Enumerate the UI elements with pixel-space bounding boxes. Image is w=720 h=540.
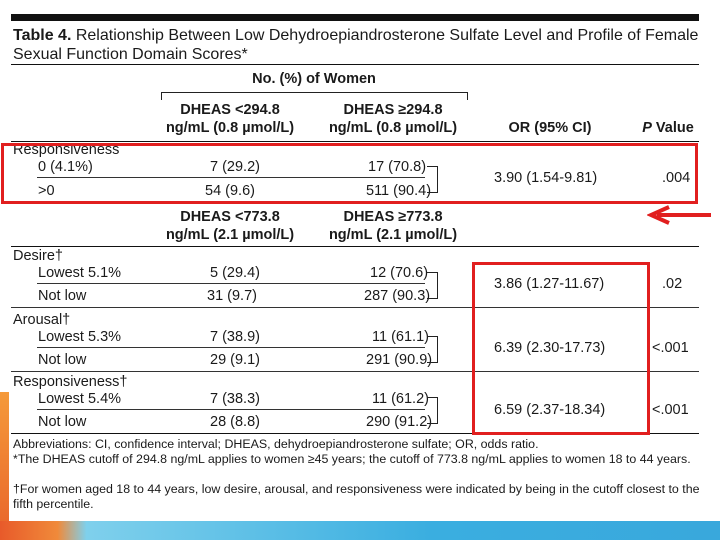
row-label: Lowest 5.3% xyxy=(38,329,122,345)
row-bracket xyxy=(427,397,438,424)
row-bracket xyxy=(427,272,438,299)
col-header-high-2: DHEAS ≥773.8 ng/mL (2.1 µmol/L) xyxy=(328,209,458,243)
or-header: OR (95% CI) xyxy=(508,120,592,136)
p-value: <.001 xyxy=(652,402,689,418)
col-header-low-2: DHEAS <773.8 ng/mL (2.1 µmol/L) xyxy=(165,209,295,243)
table-top-rule xyxy=(11,14,699,21)
cell-high: 11 (61.1) xyxy=(372,329,429,345)
cell-low: 31 (9.7) xyxy=(207,288,257,304)
group-divider xyxy=(11,307,699,308)
row-label: Not low xyxy=(38,288,87,304)
cell-high: 287 (90.3) xyxy=(364,288,431,304)
row-label: Lowest 5.1% xyxy=(38,265,122,281)
cell-high: 290 (91.2) xyxy=(366,414,433,430)
row-label: Not low xyxy=(38,414,87,430)
footnote-abbreviations: Abbreviations: CI, confidence interval; … xyxy=(13,437,539,451)
slide-accent-left xyxy=(0,392,9,540)
col-header-high-1: DHEAS ≥294.8 ng/mL (0.8 µmol/L) xyxy=(328,102,458,136)
domain-label: Arousal† xyxy=(13,312,71,328)
slide-accent-bottom xyxy=(0,521,720,540)
cell-high: 12 (70.6) xyxy=(370,265,429,281)
footnote-dagger: †For women aged 18 to 44 years, low desi… xyxy=(13,482,700,511)
group-header-bracket xyxy=(161,92,468,100)
cell-high: 17 (70.8) xyxy=(368,159,427,175)
odds-ratio: 3.90 (1.54-9.81) xyxy=(494,170,598,186)
col-header-low-1: DHEAS <294.8 ng/mL (0.8 µmol/L) xyxy=(165,102,295,136)
p-value-header: P Value xyxy=(642,120,694,136)
header-rule-1 xyxy=(11,141,699,143)
highlight-box-or-column xyxy=(472,262,650,435)
odds-ratio: 6.59 (2.37-18.34) xyxy=(494,402,606,418)
cell-low: 7 (29.2) xyxy=(210,159,260,175)
cell-high: 291 (90.9) xyxy=(366,352,433,368)
cell-low: 54 (9.6) xyxy=(205,183,255,199)
group-header: No. (%) of Women xyxy=(252,71,376,87)
cell-low: 7 (38.3) xyxy=(210,391,260,407)
p-value: .02 xyxy=(662,276,683,292)
domain-label: Responsiveness xyxy=(13,142,120,158)
header-rule-2 xyxy=(11,246,699,248)
row-divider xyxy=(37,177,425,178)
odds-ratio: 3.86 (1.27-11.67) xyxy=(494,276,605,292)
row-divider xyxy=(37,283,425,284)
row-label: 0 (4.1%) xyxy=(38,159,93,175)
odds-ratio: 6.39 (2.30-17.73) xyxy=(494,340,606,356)
row-label: Not low xyxy=(38,352,87,368)
row-bracket xyxy=(427,166,438,193)
row-label: >0 xyxy=(38,183,55,199)
domain-label: Responsiveness† xyxy=(13,374,128,390)
cell-low: 29 (9.1) xyxy=(210,352,260,368)
row-divider xyxy=(37,347,425,348)
domain-label: Desire† xyxy=(13,248,63,264)
cell-high: 11 (61.2) xyxy=(372,391,429,407)
footnote-star: *The DHEAS cutoff of 294.8 ng/mL applies… xyxy=(13,452,691,466)
cell-high: 511 (90.4) xyxy=(366,183,432,199)
cell-low: 7 (38.9) xyxy=(210,329,260,345)
table-title: Table 4. Relationship Between Low Dehydr… xyxy=(13,27,699,63)
cell-low: 5 (29.4) xyxy=(210,265,260,281)
left-arrow-icon xyxy=(647,205,711,225)
row-label: Lowest 5.4% xyxy=(38,391,122,407)
cell-low: 28 (8.8) xyxy=(210,414,260,430)
row-bracket xyxy=(427,336,438,363)
title-underline xyxy=(11,64,699,66)
group-divider xyxy=(11,371,699,372)
row-divider xyxy=(37,409,425,410)
p-value: .004 xyxy=(662,170,691,186)
table-bottom-rule xyxy=(11,433,699,435)
p-value: <.001 xyxy=(652,340,689,356)
highlight-box-responsiveness xyxy=(1,143,698,204)
